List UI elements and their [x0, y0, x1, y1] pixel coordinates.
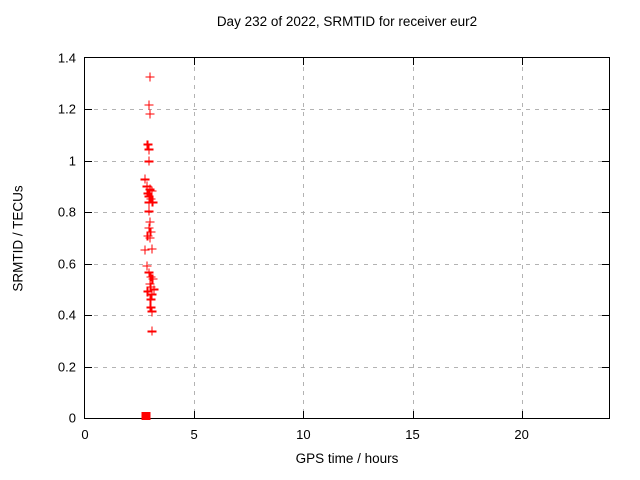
data-point: [142, 181, 152, 191]
tick-mark-x-bottom: [194, 411, 196, 418]
tick-mark-x-top: [194, 58, 196, 65]
chart-title: Day 232 of 2022, SRMTID for receiver eur…: [216, 14, 478, 29]
data-point: [145, 184, 155, 194]
x-tick-label: 5: [190, 427, 198, 442]
x-axis-label: GPS time / hours: [295, 451, 399, 466]
y-tick-label: 1.2: [57, 101, 76, 117]
gridline-horizontal: [85, 366, 609, 368]
gridline-vertical: [412, 58, 414, 418]
tick-mark-x-top: [521, 58, 523, 65]
y-tick-label: 1: [68, 153, 76, 169]
y-axis-label: SRMTID / TECUs: [10, 184, 26, 292]
data-point: [144, 145, 154, 155]
tick-mark-x-top: [303, 58, 305, 65]
tick-mark-x-bottom: [412, 411, 414, 418]
data-point: [143, 231, 153, 241]
data-point: [144, 191, 154, 201]
data-point: [147, 244, 157, 254]
tick-mark-y-left: [85, 160, 92, 162]
data-point: [145, 279, 155, 289]
data-point: [146, 194, 156, 204]
gridline-vertical: [521, 58, 523, 418]
data-point: [145, 109, 155, 119]
data-point: [148, 197, 158, 207]
data-point: [143, 188, 153, 198]
tick-mark-y-left: [85, 263, 92, 265]
data-point: [147, 307, 157, 317]
tick-mark-x-bottom: [303, 411, 305, 418]
data-point: [147, 326, 157, 336]
data-point: [147, 186, 157, 196]
data-point: [144, 206, 154, 216]
gridline-vertical: [194, 58, 196, 418]
gridline-vertical: [303, 58, 305, 418]
gridline-horizontal: [85, 109, 609, 111]
y-tick-label: 0: [68, 410, 76, 426]
gridline-horizontal: [85, 315, 609, 317]
y-tick-label: 1.4: [57, 50, 76, 66]
gridline-horizontal: [85, 263, 609, 265]
x-tick-label: 0: [81, 427, 89, 442]
data-point: [140, 245, 150, 255]
x-tick-label: 15: [405, 427, 420, 442]
y-tick-label: 0.8: [57, 204, 76, 220]
x-tick-label: 10: [296, 427, 311, 442]
data-point: [146, 295, 156, 305]
data-point: [147, 290, 157, 300]
data-point: [145, 217, 155, 227]
tick-mark-y-right: [602, 212, 609, 214]
x-tick-label: 20: [514, 427, 529, 442]
tick-mark-y-right: [602, 315, 609, 317]
data-point: [148, 274, 158, 284]
data-point: [144, 100, 154, 110]
data-point: [146, 282, 156, 292]
y-axis-label-wrap: SRMTID / TECUs: [9, 57, 27, 419]
data-point: [140, 174, 150, 184]
data-point: [144, 268, 154, 278]
tick-mark-y-right: [602, 263, 609, 265]
tick-mark-y-right: [602, 109, 609, 111]
data-point: [145, 233, 155, 243]
y-tick-label: 0.2: [57, 359, 76, 375]
data-point: [143, 140, 153, 150]
data-point: [146, 227, 156, 237]
tick-mark-y-left: [85, 315, 92, 317]
data-point: [145, 72, 155, 82]
tick-mark-y-right: [602, 160, 609, 162]
data-point: [144, 223, 154, 233]
gridline-horizontal: [85, 212, 609, 214]
y-tick-label: 0.6: [57, 256, 76, 272]
data-point: [144, 156, 154, 166]
plot-area: 0 0.2 0.4 0.6 0.8 1 1.2 1.4 0 5 10 15 20: [58, 51, 610, 442]
tick-mark-x-bottom: [521, 411, 523, 418]
tick-mark-y-left: [85, 366, 92, 368]
data-point: [149, 285, 159, 295]
data-point: [146, 303, 156, 313]
tick-mark-y-left: [85, 212, 92, 214]
y-tick-label: 0.4: [57, 307, 76, 323]
tick-mark-y-left: [85, 109, 92, 111]
tick-mark-x-top: [412, 58, 414, 65]
data-point: [146, 272, 156, 282]
tick-mark-y-right: [602, 366, 609, 368]
gridline-horizontal: [85, 160, 609, 162]
data-point: [143, 287, 153, 297]
data-point: [142, 261, 152, 271]
data-point-cluster-zero: [141, 412, 151, 420]
